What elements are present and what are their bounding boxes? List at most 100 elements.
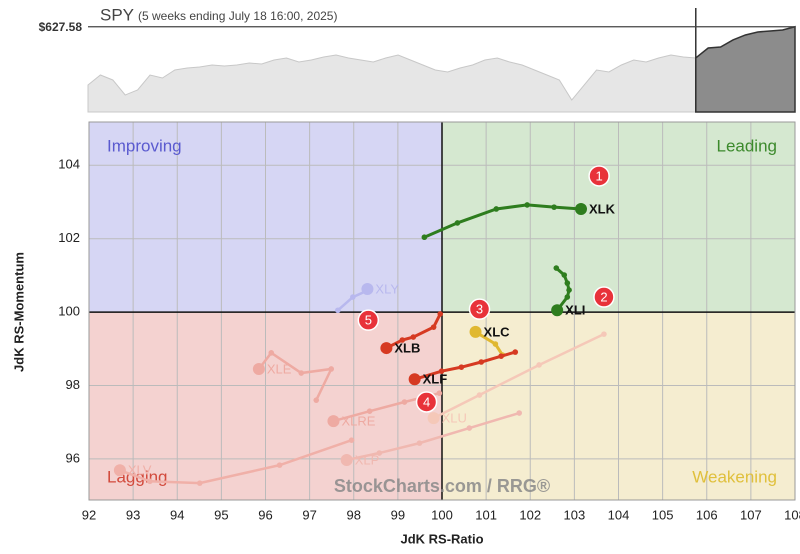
tail-point — [498, 353, 504, 359]
head-point — [340, 453, 353, 466]
y-tick-label: 104 — [58, 157, 80, 172]
x-tick-label: 96 — [258, 507, 272, 522]
x-tick-label: 103 — [564, 507, 586, 522]
annotation-marker — [593, 286, 615, 308]
tail-point — [561, 272, 568, 278]
tail-point — [348, 437, 355, 443]
x-tick-label: 101 — [475, 507, 497, 522]
tail-point — [564, 280, 571, 286]
tail — [423, 203, 582, 239]
series-label: XLP — [355, 452, 380, 467]
x-tick-label: 94 — [170, 507, 184, 522]
head-point — [252, 362, 265, 375]
annotation-label: 4 — [423, 394, 430, 409]
series-label: XLY — [375, 281, 399, 296]
tail-point — [196, 480, 203, 486]
head-point — [574, 202, 587, 215]
series-label: XLU — [442, 411, 467, 426]
tail-point — [410, 334, 417, 340]
series-label: XLB — [394, 341, 420, 356]
tail-point — [437, 311, 444, 317]
tail-point — [512, 349, 519, 355]
tail-point — [421, 234, 428, 241]
y-tick-label: 96 — [66, 450, 80, 465]
x-tick-label: 92 — [82, 507, 96, 522]
tail-point — [476, 392, 483, 398]
tail-point — [536, 362, 542, 368]
tail-point — [551, 204, 557, 210]
tail-point — [401, 399, 408, 405]
tail-point — [493, 206, 500, 212]
series-label: XLK — [589, 201, 616, 216]
tail-point — [298, 370, 305, 376]
y-tick-label: 98 — [66, 377, 80, 392]
y-axis-title: JdK RS-Momentum — [11, 252, 26, 372]
x-tick-label: 99 — [391, 507, 405, 522]
head-point — [113, 464, 126, 477]
tail-point — [466, 425, 473, 431]
x-axis-title: JdK RS-Ratio — [400, 531, 483, 546]
head-point — [380, 342, 393, 355]
quadrant-label: Improving — [107, 136, 182, 155]
spy-title: SPY — [100, 5, 134, 24]
head-point — [361, 282, 374, 295]
tail-point — [478, 359, 485, 365]
series-label: XLC — [484, 324, 511, 339]
tail — [433, 332, 605, 420]
watermark: StockCharts.com / RRG® — [334, 476, 550, 496]
tail-point — [438, 368, 445, 374]
tail-point — [376, 450, 383, 456]
head-point — [427, 412, 440, 425]
x-tick-label: 100 — [431, 507, 453, 522]
x-tick-label: 107 — [740, 507, 762, 522]
quadrant-label: Leading — [716, 136, 777, 155]
tail-point — [399, 337, 406, 343]
annotation-marker — [357, 309, 380, 331]
x-tick-label: 105 — [652, 507, 674, 522]
tail-point — [366, 408, 373, 414]
x-tick-label: 93 — [126, 507, 140, 522]
x-tick-label: 97 — [302, 507, 316, 522]
tail-point — [328, 366, 335, 372]
tail-point — [268, 350, 275, 356]
plot-frame — [88, 121, 796, 501]
tail-point — [564, 294, 571, 300]
series-label: XLRE — [341, 414, 375, 429]
y-tick-label: 100 — [58, 304, 80, 319]
head-point — [469, 325, 482, 338]
x-tick-label: 104 — [608, 507, 630, 522]
tail-point — [436, 390, 443, 397]
tail-point — [350, 294, 356, 300]
annotation-label: 5 — [365, 313, 372, 328]
tail-point — [430, 324, 437, 330]
series-label: XLI — [565, 303, 585, 318]
series-label: XLF — [423, 372, 448, 387]
y-tick-label: 102 — [58, 230, 80, 245]
spy-area — [87, 54, 697, 113]
annotation-label: 2 — [600, 289, 607, 304]
tail-point — [276, 462, 283, 468]
annotation-marker — [468, 298, 491, 320]
head-point — [551, 304, 564, 317]
series-label: XLE — [267, 361, 292, 376]
head-point — [408, 373, 421, 386]
spy-period-area — [695, 25, 796, 113]
x-tick-label: 95 — [214, 507, 228, 522]
tail-point — [416, 440, 423, 446]
annotation-label: 1 — [595, 168, 602, 183]
tail-point — [566, 287, 572, 293]
price-label: $627.58 — [39, 20, 83, 34]
annotation-label: 3 — [476, 302, 483, 317]
annotation-marker — [588, 165, 610, 187]
tail-point — [335, 307, 341, 314]
x-tick-label: 102 — [519, 507, 541, 522]
tail-point — [147, 478, 153, 485]
tail-point — [313, 397, 320, 403]
tail-point — [601, 331, 607, 337]
spy-subtitle: (5 weeks ending July 18 16:00, 2025) — [138, 9, 337, 23]
tail-point — [516, 410, 523, 416]
tail-point — [492, 341, 499, 347]
x-tick-label: 108 — [784, 507, 800, 522]
x-tick-label: 98 — [347, 507, 361, 522]
